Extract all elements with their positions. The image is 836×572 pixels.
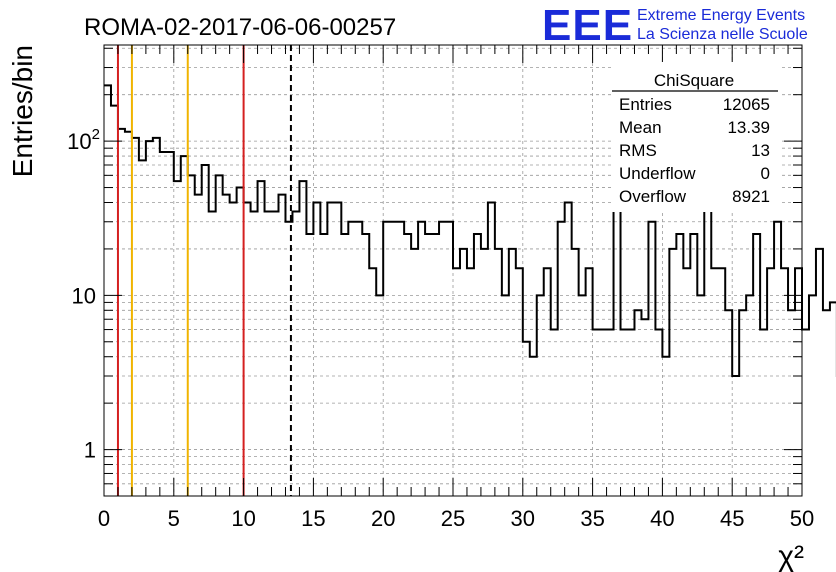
histogram-line xyxy=(104,84,836,377)
stats-box: ChiSquare Entries 12065 Mean 13.39 RMS 1… xyxy=(612,62,782,212)
stats-label-underflow: Underflow xyxy=(619,164,696,183)
x-tick-label: 20 xyxy=(371,506,395,531)
y-tick-label: 1 xyxy=(84,438,96,463)
x-tick-label: 25 xyxy=(441,506,465,531)
stats-value-rms: 13 xyxy=(751,141,770,160)
logo-line2: La Scienza nelle Scuole xyxy=(637,26,808,43)
x-tick-label: 0 xyxy=(98,506,110,531)
marker-lines xyxy=(116,45,292,496)
chart-title: ROMA-02-2017-06-06-00257 xyxy=(84,14,396,41)
stats-value-underflow: 0 xyxy=(761,164,770,183)
stats-label-entries: Entries xyxy=(619,95,672,114)
x-tick-label: 5 xyxy=(168,506,180,531)
x-tick-label: 40 xyxy=(650,506,674,531)
y-tick-label: 10 xyxy=(72,283,96,308)
x-tick-label: 35 xyxy=(580,506,604,531)
logo-line1: Extreme Energy Events xyxy=(637,7,805,24)
histogram xyxy=(104,84,836,377)
x-axis: 0 5 10 15 20 25 30 35 40 45 50 xyxy=(98,45,814,531)
stats-label-rms: RMS xyxy=(619,141,657,160)
y-tick-label: 102 xyxy=(67,126,100,154)
eee-logo: EEE Extreme Energy Events La Scienza nel… xyxy=(542,1,808,50)
y-axis: 1 10 102 xyxy=(67,47,802,497)
stats-value-mean: 13.39 xyxy=(727,118,770,137)
y-axis-label: Entries/bin xyxy=(7,45,38,177)
stats-value-entries: 12065 xyxy=(723,95,770,114)
x-tick-label: 45 xyxy=(720,506,744,531)
stats-box-background xyxy=(612,62,782,212)
logo-mark: EEE xyxy=(542,1,633,50)
stats-title: ChiSquare xyxy=(654,71,734,90)
x-tick-label: 15 xyxy=(301,506,325,531)
stats-value-overflow: 8921 xyxy=(732,187,770,206)
x-axis-label: χ² xyxy=(778,540,804,572)
x-tick-label: 10 xyxy=(231,506,255,531)
stats-label-mean: Mean xyxy=(619,118,662,137)
stats-label-overflow: Overflow xyxy=(619,187,687,206)
x-tick-label: 50 xyxy=(790,506,814,531)
x-tick-label: 30 xyxy=(511,506,535,531)
